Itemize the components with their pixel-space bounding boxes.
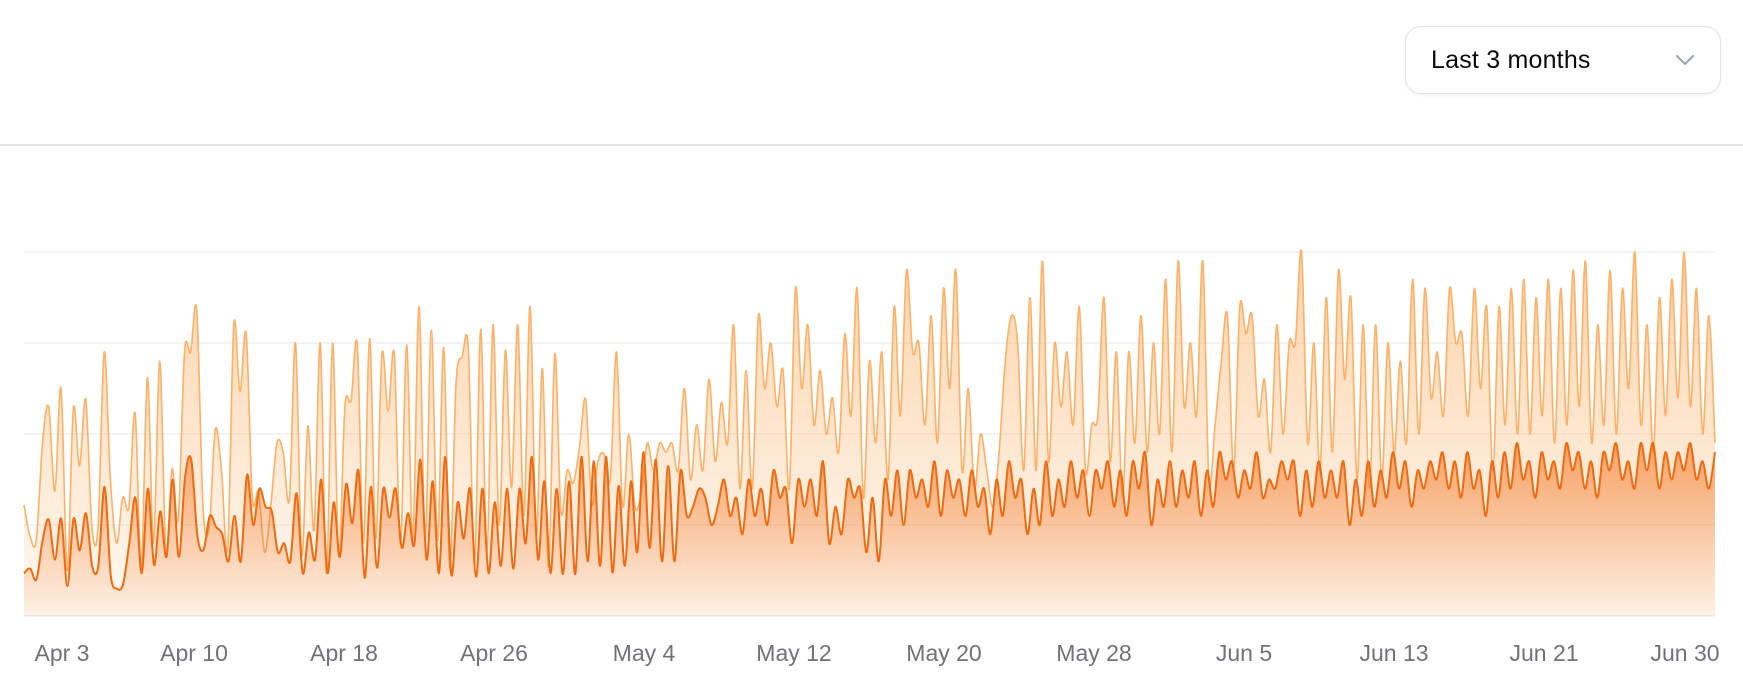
series-group [23, 249, 1716, 617]
x-tick-label: May 4 [613, 640, 676, 666]
x-tick-label: Apr 10 [160, 640, 228, 666]
series-2 [23, 442, 1716, 616]
x-tick-label: Apr 26 [460, 640, 528, 666]
series-1-line [23, 249, 1716, 575]
area-chart: Apr 3 Apr 10 Apr 18 Apr 26 May 4 May 12 May 20… [0, 146, 1743, 698]
x-tick-label: Jun 13 [1359, 640, 1428, 666]
x-tick-label: May 12 [756, 640, 831, 666]
chart-svg: Apr 3 Apr 10 Apr 18 Apr 26 May 4 May 12 May 20… [23, 249, 1720, 666]
chevron-down-icon [1674, 49, 1696, 71]
x-tick-label: Apr 18 [310, 640, 378, 666]
x-tick-label: Jun 5 [1216, 640, 1272, 666]
x-axis-ticks: Apr 3 Apr 10 Apr 18 Apr 26 May 4 May 12 May 20… [35, 640, 1720, 666]
x-tick-label: May 20 [906, 640, 981, 666]
x-tick-label: Jun 30 [1650, 640, 1719, 666]
x-tick-label: Jun 21 [1509, 640, 1578, 666]
x-tick-label: Apr 3 [35, 640, 90, 666]
header-divider [0, 144, 1743, 146]
time-range-select[interactable]: Last 3 months [1405, 26, 1721, 94]
time-range-value: Last 3 months [1431, 45, 1591, 74]
x-tick-label: May 28 [1056, 640, 1131, 666]
series-2-line [23, 442, 1716, 591]
